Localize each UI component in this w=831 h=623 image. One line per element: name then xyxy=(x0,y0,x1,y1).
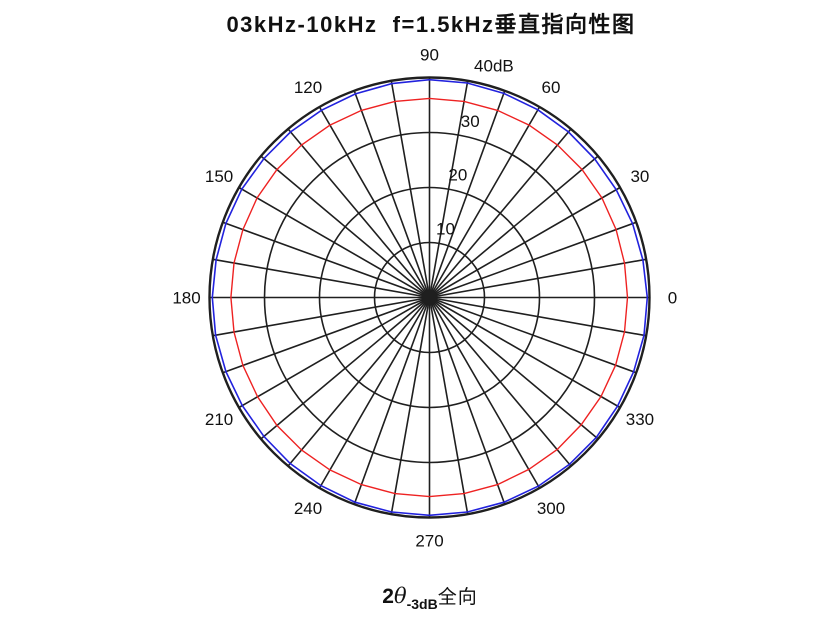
annotation-subscript: -3dB xyxy=(406,596,438,612)
angle-tick-label: 210 xyxy=(205,410,233,429)
angle-tick-label: 90 xyxy=(420,46,439,65)
grid-circle xyxy=(318,186,541,409)
angle-tick-label: 270 xyxy=(415,532,443,551)
series-red_curve xyxy=(230,97,629,498)
angle-tick-label: 150 xyxy=(205,167,233,186)
grid-center-hub xyxy=(421,289,438,306)
angle-tick-label: 300 xyxy=(537,499,565,518)
annotation-omnidirectional-label: 全向 xyxy=(437,587,478,608)
grid-circle xyxy=(263,131,596,464)
series-blue_curve xyxy=(211,78,649,517)
angle-tick-label: 120 xyxy=(294,78,322,97)
angle-tick-label: 0 xyxy=(668,289,677,308)
radial-tick-label: 10 xyxy=(436,219,455,238)
angle-tick-label: 60 xyxy=(542,78,561,97)
radial-tick-label: 20 xyxy=(448,166,467,185)
angle-tick-label: 30 xyxy=(630,167,649,186)
grid-outer-circle xyxy=(208,76,651,519)
chart-title: 03kHz-10kHz f=1.5kHz垂直指向性图 xyxy=(226,12,636,37)
radial-tick-label: 40dB xyxy=(474,56,514,75)
annotation-coefficient: 2 xyxy=(382,585,394,608)
angle-tick-label: 240 xyxy=(294,499,322,518)
beamwidth-annotation: 2 θ -3dB 全向 xyxy=(382,582,478,612)
annotation-theta-symbol: θ xyxy=(393,584,407,608)
angle-tick-label: 330 xyxy=(626,410,654,429)
grid-circle xyxy=(373,241,486,354)
radial-tick-label: 30 xyxy=(461,112,480,131)
angle-tick-label: 180 xyxy=(172,289,200,308)
